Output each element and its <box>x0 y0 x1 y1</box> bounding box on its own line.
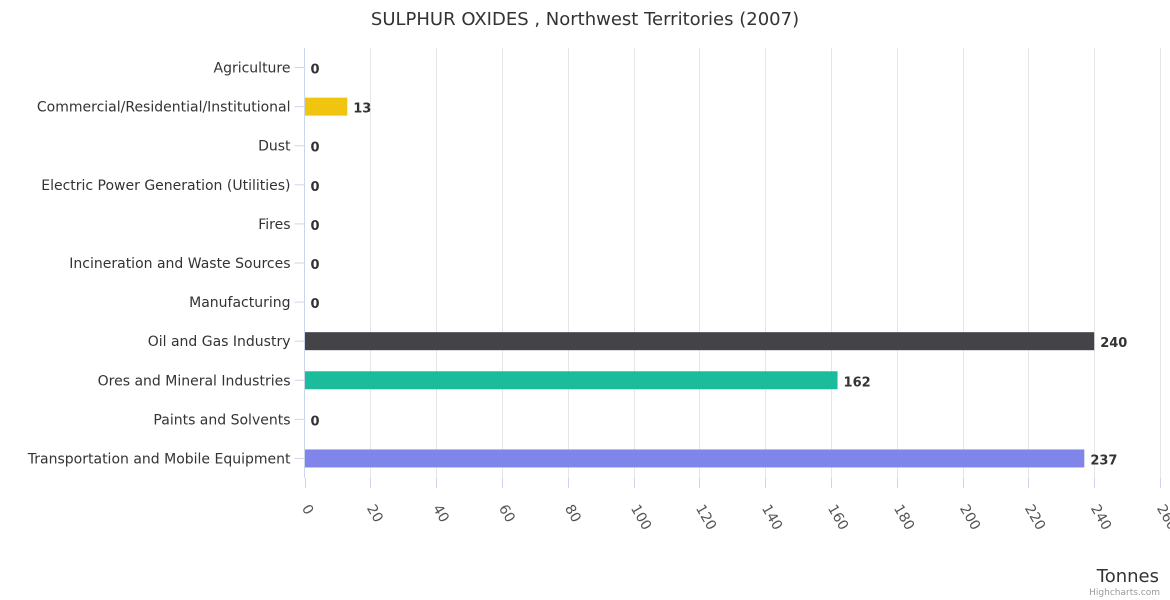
category-labels: Agriculture Commercial/Residential/Instit… <box>27 61 305 467</box>
category-label: Incineration and Waste Sources <box>69 256 290 272</box>
data-label: 0 <box>311 141 320 156</box>
credits-link[interactable]: Highcharts.com <box>1089 588 1160 598</box>
data-labels: 0 13 0 0 0 0 0 240 162 0 237 <box>311 63 1128 469</box>
category-label: Fires <box>258 217 290 233</box>
x-tick-label: 20 <box>363 502 386 525</box>
x-tick-label: 60 <box>495 502 518 525</box>
category-label: Commercial/Residential/Institutional <box>37 100 291 116</box>
bar[interactable] <box>304 449 1085 468</box>
value-axis-title: Tonnes <box>1096 566 1159 587</box>
bar[interactable] <box>304 332 1095 351</box>
category-label: Ores and Mineral Industries <box>98 373 291 389</box>
data-label: 0 <box>311 414 320 429</box>
grid-lines <box>305 48 1161 488</box>
category-label: Electric Power Generation (Utilities) <box>41 178 290 194</box>
category-label: Agriculture <box>214 61 291 77</box>
category-label: Oil and Gas Industry <box>148 334 291 350</box>
data-label: 0 <box>311 180 320 195</box>
data-label: 0 <box>311 258 320 273</box>
data-label: 237 <box>1090 453 1117 468</box>
data-label: 0 <box>311 219 320 234</box>
data-label: 162 <box>844 375 871 390</box>
x-tick-label: 80 <box>561 502 584 525</box>
chart-title: SULPHUR OXIDES , Northwest Territories (… <box>371 9 799 30</box>
bar[interactable] <box>304 371 838 390</box>
data-label: 240 <box>1100 336 1127 351</box>
category-label: Transportation and Mobile Equipment <box>27 451 291 467</box>
category-label: Manufacturing <box>189 295 290 311</box>
data-label: 0 <box>311 297 320 312</box>
data-label: 13 <box>353 102 371 117</box>
bars <box>304 97 1095 468</box>
category-label: Paints and Solvents <box>153 412 290 428</box>
category-label: Dust <box>258 139 291 155</box>
x-tick-label: 40 <box>429 502 452 525</box>
data-label: 0 <box>311 63 320 78</box>
bar[interactable] <box>304 97 348 116</box>
